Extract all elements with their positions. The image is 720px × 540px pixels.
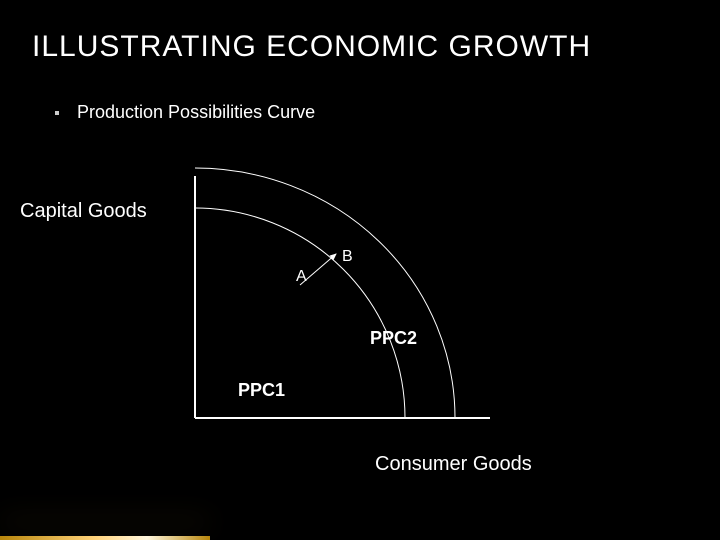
curve-ppc2 xyxy=(195,168,455,418)
point-a-label: A xyxy=(296,268,307,286)
accent-bar xyxy=(0,536,210,540)
slide: ILLUSTRATING ECONOMIC GROWTH Production … xyxy=(0,0,720,540)
ppc2-label: PPC2 xyxy=(370,328,417,349)
point-b-label: B xyxy=(342,248,353,266)
curve-ppc1 xyxy=(195,208,405,418)
ppc-graph xyxy=(0,0,720,540)
ppc1-label: PPC1 xyxy=(238,380,285,401)
